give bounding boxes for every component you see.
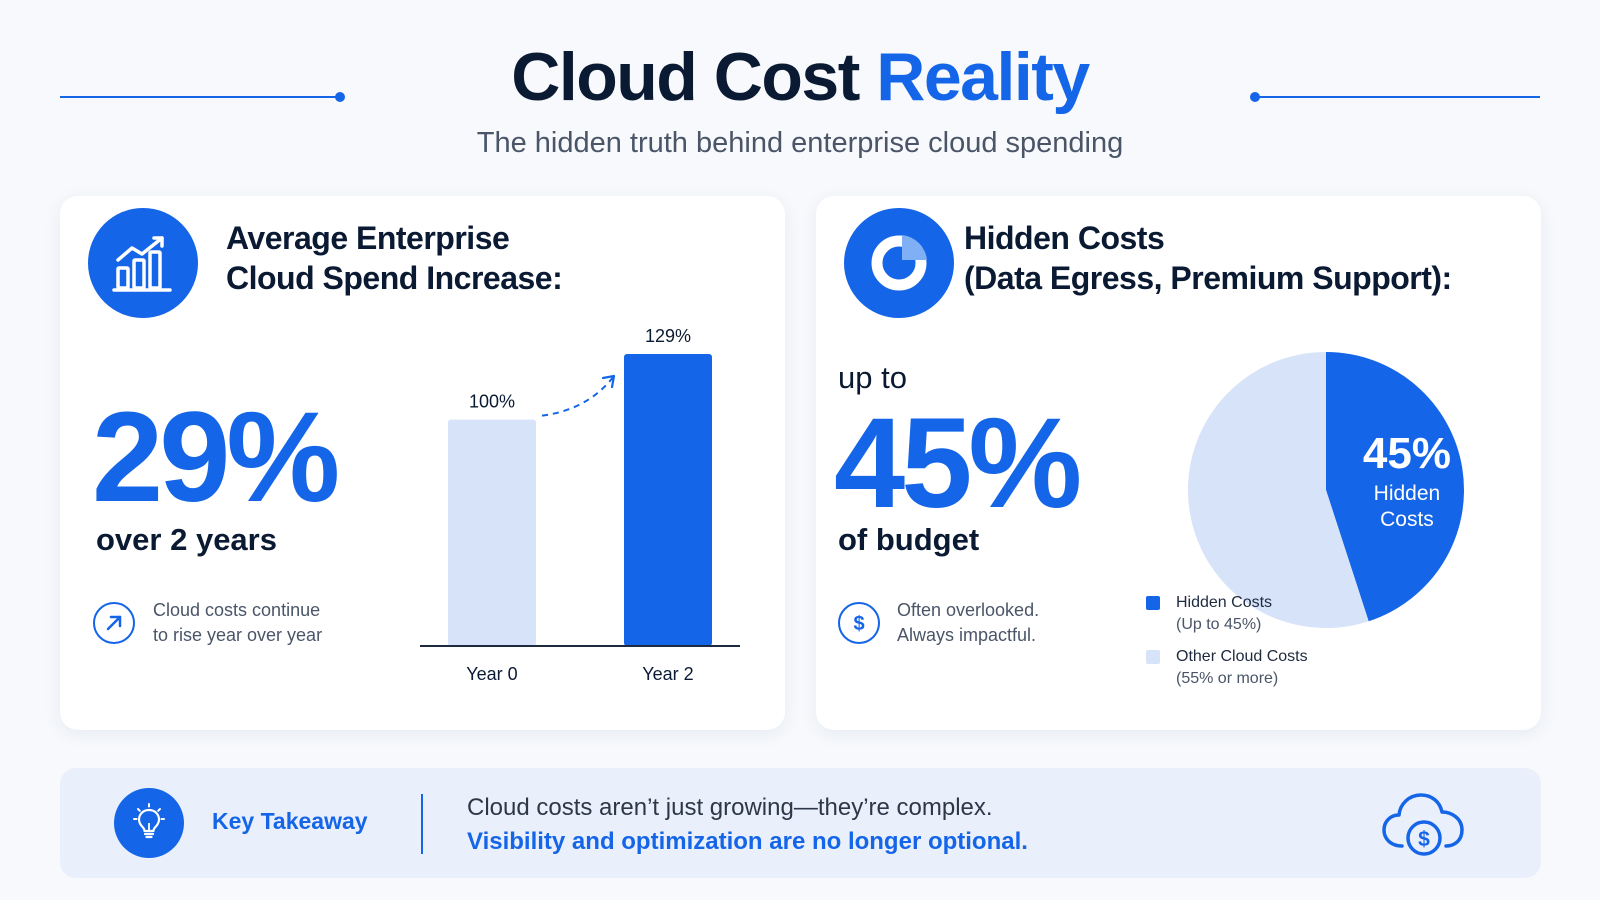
hidden-card-title-line1: Hidden Costs	[964, 220, 1165, 256]
spend-increase-card: Average Enterprise Cloud Spend Increase:…	[60, 196, 785, 730]
growth-trend-arrow	[541, 375, 615, 417]
spend-card-title-line1: Average Enterprise	[226, 220, 510, 256]
lightbulb-icon	[114, 788, 184, 858]
legend-swatch-other	[1146, 650, 1160, 664]
legend-swatch-hidden	[1146, 596, 1160, 610]
page-title-accent: Reality	[876, 39, 1090, 115]
header-right-line	[1255, 96, 1540, 98]
bar-category-label: Year 2	[642, 664, 693, 684]
hidden-note-line1: Often overlooked.	[897, 600, 1040, 620]
dollar-icon: $	[838, 602, 880, 644]
hidden-card-title-line2: (Data Egress, Premium Support):	[964, 260, 1452, 296]
spend-increase-period: over 2 years	[96, 522, 277, 557]
hidden-cost-prefix: up to	[838, 360, 907, 395]
hidden-note-line2: Always impactful.	[897, 625, 1037, 645]
page-title: Cloud Cost Reality	[0, 38, 1600, 116]
growth-trend-arrowhead	[601, 374, 616, 389]
pie-slice-hidden-costs	[1326, 352, 1464, 622]
bar-value-label: 100%	[469, 392, 515, 412]
legend-label-hidden: Hidden Costs	[1176, 594, 1273, 611]
pie-chart-icon	[844, 208, 954, 318]
bar-value-label: 129%	[645, 326, 691, 346]
pie-slice-label-line1: Hidden	[1374, 482, 1441, 505]
spend-note-line2: to rise year over year	[153, 625, 323, 645]
key-takeaway-label: Key Takeaway	[212, 808, 368, 834]
svg-text:$: $	[1418, 828, 1430, 851]
hidden-cost-basis: of budget	[838, 522, 980, 557]
legend-item-hidden: Hidden Costs (Up to 45%)	[1146, 592, 1308, 636]
legend-sublabel-hidden: (Up to 45%)	[1176, 616, 1262, 633]
bar-category-label: Year 0	[466, 664, 517, 684]
hidden-cost-pie-chart: 45% Hidden Costs	[1188, 352, 1464, 628]
bar-year-2	[624, 354, 712, 646]
legend-sublabel-other: (55% or more)	[1176, 670, 1279, 687]
spend-bar-chart: 100% Year 0 129% Year 2	[420, 326, 740, 684]
page-title-main: Cloud Cost	[511, 39, 877, 115]
bar-chart-growth-icon	[88, 208, 198, 318]
svg-text:$: $	[853, 613, 864, 635]
header: Cloud Cost Reality The hidden truth behi…	[0, 0, 1600, 180]
cloud-dollar-icon: $	[1382, 793, 1464, 856]
footer-divider	[421, 794, 423, 854]
spend-card-title: Average Enterprise Cloud Spend Increase:	[226, 218, 563, 298]
header-left-dot	[335, 92, 345, 102]
legend-item-other: Other Cloud Costs (55% or more)	[1146, 646, 1308, 690]
pie-legend: Hidden Costs (Up to 45%) Other Cloud Cos…	[1146, 592, 1308, 700]
header-left-line	[60, 96, 340, 98]
legend-label-other: Other Cloud Costs	[1176, 648, 1308, 665]
bar-year-0	[448, 419, 536, 646]
pie-slice-other-cloud-costs	[1188, 352, 1369, 628]
hidden-card-title: Hidden Costs (Data Egress, Premium Suppo…	[964, 218, 1452, 298]
key-takeaway-banner: Key Takeaway Cloud costs aren’t just gro…	[60, 768, 1541, 878]
takeaway-line1: Cloud costs aren’t just growing—they’re …	[467, 794, 993, 821]
pie-slice-label-line2: Costs	[1380, 508, 1434, 531]
takeaway-line2: Visibility and optimization are no longe…	[467, 828, 1028, 855]
pie-slice-value-label: 45%	[1363, 429, 1451, 478]
hidden-note: Often overlooked. Always impactful.	[897, 598, 1039, 648]
spend-note-line1: Cloud costs continue	[153, 600, 321, 620]
page-subtitle: The hidden truth behind enterprise cloud…	[476, 127, 1124, 159]
hidden-cost-value: 45%	[834, 392, 1082, 535]
spend-increase-value: 29%	[92, 386, 340, 529]
spend-card-title-line2: Cloud Spend Increase:	[226, 260, 563, 296]
arrow-up-right-icon	[93, 602, 135, 644]
hidden-costs-card: Hidden Costs (Data Egress, Premium Suppo…	[816, 196, 1541, 730]
spend-note: Cloud costs continue to rise year over y…	[153, 598, 322, 648]
